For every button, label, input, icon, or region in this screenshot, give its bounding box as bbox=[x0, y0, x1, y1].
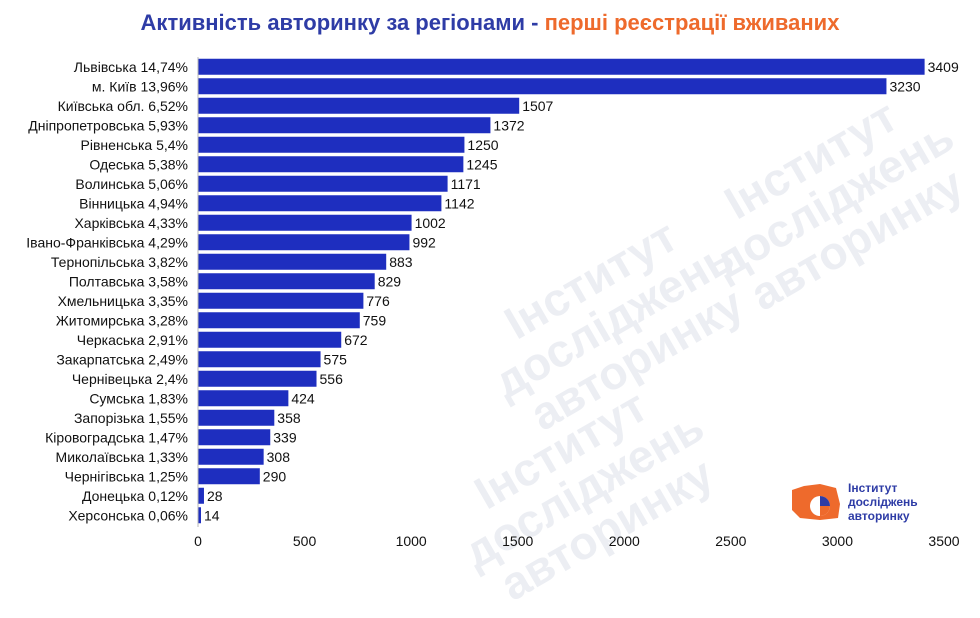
bar bbox=[198, 156, 464, 173]
category-label: Хмельницька 3,35% bbox=[58, 293, 188, 309]
chart-title-main: Активність авторинку за регіонами bbox=[140, 10, 526, 35]
category-label: Сумська 1,83% bbox=[89, 390, 188, 406]
category-label: Київська обл. 6,52% bbox=[58, 98, 188, 114]
category-label: Херсонська 0,06% bbox=[68, 507, 188, 523]
value-label: 358 bbox=[277, 410, 301, 426]
chart-title: Активність авторинку за регіонами - перш… bbox=[0, 10, 980, 36]
category-label: Донецька 0,12% bbox=[82, 488, 188, 504]
bar bbox=[198, 468, 260, 485]
value-label: 28 bbox=[207, 488, 223, 504]
bar bbox=[198, 312, 360, 329]
value-label: 290 bbox=[263, 468, 287, 484]
x-tick-label: 3000 bbox=[822, 533, 853, 549]
x-tick-label: 0 bbox=[194, 533, 202, 549]
category-label: Кіровоградська 1,47% bbox=[45, 429, 188, 445]
x-tick-label: 3500 bbox=[928, 533, 959, 549]
value-label: 1142 bbox=[444, 195, 474, 211]
bar bbox=[198, 136, 465, 153]
bar bbox=[198, 370, 317, 387]
category-label: Миколаївська 1,33% bbox=[56, 449, 188, 465]
value-label: 1002 bbox=[415, 215, 446, 231]
x-tick-label: 2000 bbox=[609, 533, 640, 549]
bar bbox=[198, 175, 448, 192]
bar bbox=[198, 448, 264, 465]
bar bbox=[198, 487, 204, 504]
category-label: Одеська 5,38% bbox=[89, 156, 188, 172]
category-label: Житомирська 3,28% bbox=[56, 312, 188, 328]
logo-mark-icon bbox=[792, 484, 840, 520]
category-labels-group: Львівська 14,74% м. Київ 13,96% Київська о… bbox=[26, 59, 188, 524]
value-label: 1245 bbox=[466, 156, 497, 172]
category-label: Дніпропетровська 5,93% bbox=[28, 117, 188, 133]
bar bbox=[198, 214, 412, 231]
category-label: Тернопільська 3,82% bbox=[51, 254, 188, 270]
value-labels-group: 3409 3230 1507 1372 1250 1245 1171 1142 1002 992 8… bbox=[204, 59, 959, 524]
category-label: м. Київ 13,96% bbox=[92, 78, 188, 94]
value-label: 883 bbox=[389, 254, 413, 270]
bar bbox=[198, 253, 387, 270]
value-label: 575 bbox=[324, 351, 348, 367]
bar bbox=[198, 331, 342, 348]
x-tick-label: 2500 bbox=[715, 533, 746, 549]
bar bbox=[198, 273, 375, 290]
bar bbox=[198, 97, 520, 114]
bar bbox=[198, 78, 887, 95]
bar bbox=[198, 429, 271, 446]
category-label: Чернівецька 2,4% bbox=[72, 371, 188, 387]
value-label: 672 bbox=[344, 332, 368, 348]
bar bbox=[198, 58, 925, 75]
category-label: Закарпатська 2,49% bbox=[56, 351, 188, 367]
logo-line-1: Інститут bbox=[848, 481, 898, 495]
logo-line-2: досліджень bbox=[848, 495, 918, 509]
chart-title-accent: перші реєстрації вживаних bbox=[544, 10, 840, 35]
x-axis-ticks-group: 0 500 1000 1500 2000 2500 3000 3500 bbox=[194, 533, 960, 549]
category-label: Івано-Франківська 4,29% bbox=[26, 234, 188, 250]
bar bbox=[198, 292, 364, 309]
category-label: Полтавська 3,58% bbox=[69, 273, 188, 289]
category-label: Рівненська 5,4% bbox=[81, 137, 188, 153]
chart-title-separator: - bbox=[525, 10, 545, 35]
bar bbox=[198, 390, 289, 407]
value-label: 308 bbox=[267, 449, 291, 465]
bar-chart: Львівська 14,74% м. Київ 13,96% Київська о… bbox=[26, 57, 960, 549]
value-label: 3230 bbox=[889, 78, 920, 94]
category-label: Харківська 4,33% bbox=[74, 215, 188, 231]
value-label: 992 bbox=[412, 234, 436, 250]
x-tick-label: 500 bbox=[293, 533, 317, 549]
value-label: 776 bbox=[366, 293, 390, 309]
category-label: Волинська 5,06% bbox=[75, 176, 188, 192]
x-tick-label: 1500 bbox=[502, 533, 533, 549]
category-label: Чернігівська 1,25% bbox=[65, 468, 188, 484]
bar bbox=[198, 409, 275, 426]
logo-line-3: авторинку bbox=[848, 509, 910, 523]
bar bbox=[198, 351, 321, 368]
bar bbox=[198, 117, 491, 134]
value-label: 1250 bbox=[467, 137, 498, 153]
x-tick-label: 1000 bbox=[396, 533, 427, 549]
value-label: 759 bbox=[363, 312, 387, 328]
value-label: 1171 bbox=[451, 176, 481, 192]
category-label: Черкаська 2,91% bbox=[77, 332, 188, 348]
value-label: 1372 bbox=[493, 117, 524, 133]
value-label: 3409 bbox=[928, 59, 959, 75]
value-label: 556 bbox=[320, 371, 344, 387]
bars-group bbox=[198, 58, 925, 524]
value-label: 14 bbox=[204, 507, 220, 523]
institute-logo: Інститут досліджень авторинку bbox=[790, 478, 970, 528]
bar bbox=[198, 234, 410, 251]
value-label: 829 bbox=[378, 273, 402, 289]
category-label: Вінницька 4,94% bbox=[79, 195, 188, 211]
category-label: Запорізька 1,55% bbox=[74, 410, 188, 426]
category-label: Львівська 14,74% bbox=[74, 59, 188, 75]
bar bbox=[198, 195, 442, 212]
value-label: 1507 bbox=[522, 98, 553, 114]
logo-text: Інститут досліджень авторинку bbox=[848, 481, 918, 523]
value-label: 424 bbox=[291, 390, 315, 406]
value-label: 339 bbox=[273, 429, 297, 445]
bar bbox=[198, 507, 201, 524]
